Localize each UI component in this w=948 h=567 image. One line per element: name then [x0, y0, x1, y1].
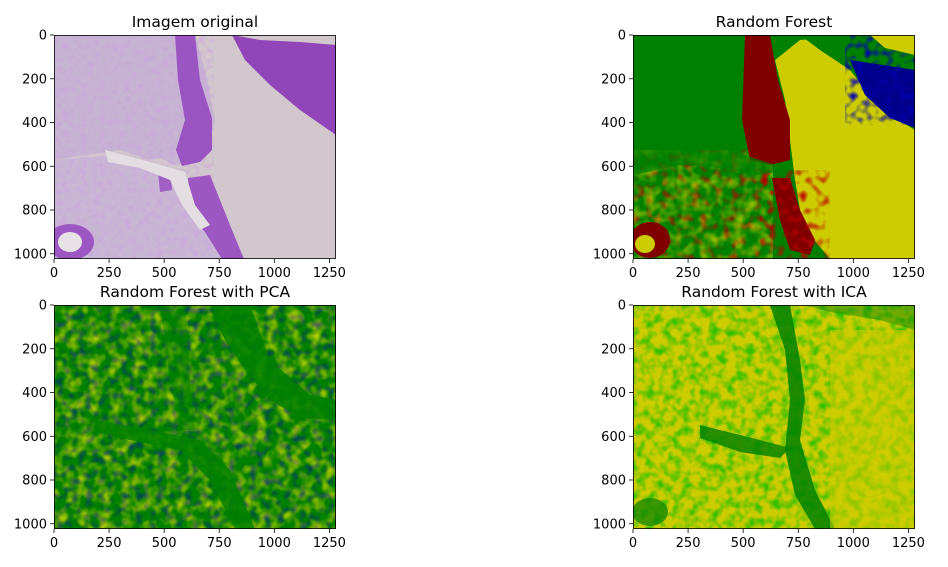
x-tick-label: 1000: [258, 536, 291, 551]
x-tick-label: 250: [97, 266, 122, 281]
x-tick-label: 0: [629, 536, 637, 551]
axes-layer: Imagem original 0 250 500 750 1000 1250 0 200 400…: [14, 13, 925, 551]
x-tick-label: 500: [731, 536, 756, 551]
x-tick-label: 750: [786, 266, 811, 281]
x-tick-label: 1000: [258, 266, 291, 281]
x-tick-label: 500: [152, 536, 177, 551]
x-tick-label: 0: [629, 266, 637, 281]
x-tick-label: 750: [207, 266, 232, 281]
x-tick-label: 500: [152, 266, 177, 281]
y-tick-label: 1000: [593, 517, 626, 532]
x-tick-label: 1000: [837, 536, 870, 551]
y-tick-label: 400: [22, 116, 47, 131]
y-tick-label: 1000: [593, 247, 626, 262]
x-tick-label: 1250: [313, 266, 346, 281]
panel-original: [54, 35, 336, 259]
y-tick-label: 200: [601, 342, 626, 357]
rf-segmentation-image: [633, 35, 915, 259]
x-tick-label: 250: [97, 536, 122, 551]
y-tick-label: 600: [22, 430, 47, 445]
ica-segmentation-image: [633, 305, 915, 529]
y-tick-label: 800: [22, 204, 47, 219]
y-tick-label: 0: [618, 29, 626, 44]
panel-title: Random Forest with PCA: [100, 283, 291, 301]
x-tick-label: 750: [786, 536, 811, 551]
y-tick-label: 600: [22, 160, 47, 175]
y-tick-label: 600: [601, 160, 626, 175]
y-tick-label: 800: [601, 204, 626, 219]
panel-title: Random Forest with ICA: [681, 283, 867, 301]
y-tick-label: 800: [22, 474, 47, 489]
y-tick-label: 1000: [14, 247, 47, 262]
x-tick-label: 0: [50, 536, 58, 551]
panel-random-forest-ica: [633, 305, 915, 529]
panel-title: Random Forest: [716, 13, 833, 31]
x-tick-label: 750: [207, 536, 232, 551]
panel-random-forest: [633, 35, 915, 259]
panel-title: Imagem original: [132, 13, 259, 31]
y-tick-label: 200: [601, 72, 626, 87]
y-tick-label: 400: [601, 386, 626, 401]
x-tick-label: 1250: [892, 266, 925, 281]
x-tick-label: 500: [731, 266, 756, 281]
y-tick-label: 200: [22, 72, 47, 87]
panel-random-forest-pca: [54, 305, 336, 529]
y-tick-label: 600: [601, 430, 626, 445]
y-tick-label: 0: [618, 299, 626, 314]
x-tick-label: 0: [50, 266, 58, 281]
original-image: [54, 35, 336, 259]
y-tick-label: 400: [22, 386, 47, 401]
x-tick-label: 1250: [892, 536, 925, 551]
x-tick-label: 1250: [313, 536, 346, 551]
y-tick-label: 0: [39, 299, 47, 314]
x-tick-label: 250: [676, 266, 701, 281]
y-tick-label: 400: [601, 116, 626, 131]
pca-segmentation-image: [54, 305, 336, 529]
y-tick-label: 1000: [14, 517, 47, 532]
x-tick-label: 1000: [837, 266, 870, 281]
y-tick-label: 800: [601, 474, 626, 489]
x-tick-label: 250: [676, 536, 701, 551]
y-tick-label: 0: [39, 29, 47, 44]
y-tick-label: 200: [22, 342, 47, 357]
